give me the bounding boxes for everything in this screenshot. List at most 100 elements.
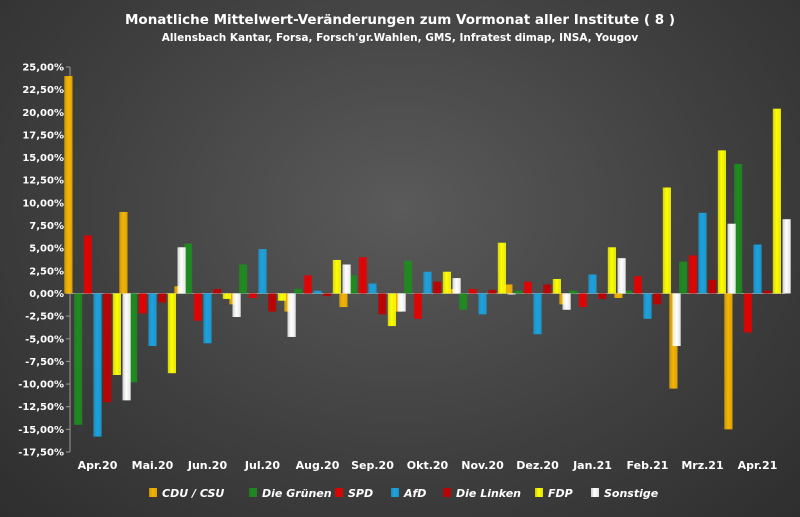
chart-title: Monatliche Mittelwert-Veränderungen zum … <box>125 12 675 28</box>
y-tick-label: -7,50% <box>25 357 64 368</box>
x-tick-label: Jan.21 <box>572 459 612 472</box>
y-tick-label: -5,00% <box>25 334 64 345</box>
bar-afd <box>753 244 762 294</box>
y-tick-label: 20,00% <box>22 108 64 119</box>
bar-sonstige <box>122 293 131 401</box>
y-tick-label: 5,00% <box>29 244 64 255</box>
bar-afd <box>643 293 652 319</box>
bar-die-linken <box>378 293 387 315</box>
bar-die-gr-nen <box>569 290 578 294</box>
y-tick-label: 17,50% <box>22 130 64 141</box>
x-tick-label: Jun.20 <box>187 459 228 472</box>
bar-spd <box>303 275 312 294</box>
bar-fdp <box>662 187 671 294</box>
bar-spd <box>633 276 642 294</box>
bar-die-gr-nen <box>239 264 248 294</box>
bar-sonstige <box>562 293 571 310</box>
legend-swatch <box>591 488 599 497</box>
x-tick-label: Okt.20 <box>407 459 449 472</box>
bar-die-linken <box>543 284 552 294</box>
bar-afd <box>533 293 542 335</box>
bar-die-linken <box>598 293 607 299</box>
bar-sonstige <box>617 258 626 294</box>
bar-sonstige <box>232 293 241 318</box>
y-tick-label: 2,50% <box>29 266 64 277</box>
bar-afd <box>478 293 487 315</box>
bar-spd <box>358 257 367 294</box>
bar-die-gr-nen <box>74 293 83 425</box>
bar-cdu-csu <box>339 293 348 308</box>
bar-afd <box>423 271 432 294</box>
bar-spd <box>413 293 422 319</box>
x-tick-label: Nov.20 <box>461 459 504 472</box>
y-tick-label: 22,50% <box>22 85 64 96</box>
bar-sonstige <box>287 293 296 337</box>
bar-sonstige <box>397 293 406 312</box>
bar-die-linken <box>708 279 717 294</box>
bar-die-linken <box>763 290 772 294</box>
bar-spd <box>193 293 202 321</box>
y-tick-label: -10,00% <box>18 380 64 391</box>
bar-die-linken <box>433 281 442 294</box>
chart-subtitle: Allensbach Kantar, Forsa, Forsch'gr.Wahl… <box>162 32 639 44</box>
bar-afd <box>93 293 102 437</box>
legend-swatch <box>249 488 257 497</box>
bar-fdp <box>607 247 616 294</box>
bar-afd <box>368 283 377 294</box>
x-tick-label: Feb.21 <box>627 459 669 472</box>
legend-label: Die Linken <box>456 487 521 500</box>
y-tick-label: -12,50% <box>18 402 64 413</box>
bar-die-gr-nen <box>129 293 138 383</box>
bar-sonstige <box>782 219 791 294</box>
bar-die-linken <box>268 293 277 312</box>
legend-swatch <box>535 488 543 497</box>
legend-swatch <box>335 488 343 497</box>
bar-cdu-csu <box>119 211 128 294</box>
bar-cdu-csu <box>724 293 733 430</box>
y-tick-label: 10,00% <box>22 198 64 209</box>
bar-die-gr-nen <box>404 260 413 294</box>
y-tick-label: 12,50% <box>22 176 64 187</box>
bar-spd <box>523 281 532 294</box>
bar-cdu-csu <box>64 76 73 294</box>
legend-label: AfD <box>403 487 426 500</box>
bar-fdp <box>222 293 231 299</box>
bar-die-linken <box>158 293 167 303</box>
bar-fdp <box>497 242 506 294</box>
bar-afd <box>588 274 597 294</box>
x-tick-label: Mrz.21 <box>681 459 723 472</box>
y-tick-label: -17,50% <box>18 448 64 459</box>
bar-fdp <box>277 293 286 301</box>
bar-die-linken <box>488 289 497 294</box>
legend-label: SPD <box>348 487 373 500</box>
y-tick-label: -15,00% <box>18 425 64 436</box>
x-tick-label: Jul.20 <box>244 459 281 472</box>
bar-afd <box>698 212 707 294</box>
y-tick-label: 0,00% <box>29 289 64 300</box>
legend: CDU / CSU Die Grünen SPD AfD Die Linken FDP So… <box>149 487 659 500</box>
bars <box>64 76 791 437</box>
bar-spd <box>83 235 92 294</box>
x-axis-labels: Apr.20 Mai.20 Jun.20 Jul.20 Aug.20 Sep.20 Okt.… <box>78 459 778 472</box>
bar-spd <box>468 288 477 294</box>
bar-die-gr-nen <box>734 163 743 294</box>
bar-spd <box>688 255 697 294</box>
bar-sonstige <box>672 293 681 347</box>
bar-fdp <box>442 271 451 294</box>
x-tick-label: Sep.20 <box>351 459 394 472</box>
bar-spd <box>138 293 147 314</box>
bar-cdu-csu <box>504 284 513 294</box>
bar-spd <box>248 293 257 298</box>
legend-label: Die Grünen <box>262 487 332 500</box>
bar-die-gr-nen <box>624 290 633 294</box>
bar-sonstige <box>507 293 516 295</box>
bar-fdp <box>552 278 561 294</box>
y-tick-label: 7,50% <box>29 221 64 232</box>
legend-swatch <box>391 488 399 497</box>
legend-swatch <box>149 488 157 497</box>
bar-die-gr-nen <box>679 261 688 294</box>
x-tick-label: Apr.21 <box>738 459 778 472</box>
x-tick-label: Dez.20 <box>516 459 559 472</box>
bar-sonstige <box>727 223 736 294</box>
